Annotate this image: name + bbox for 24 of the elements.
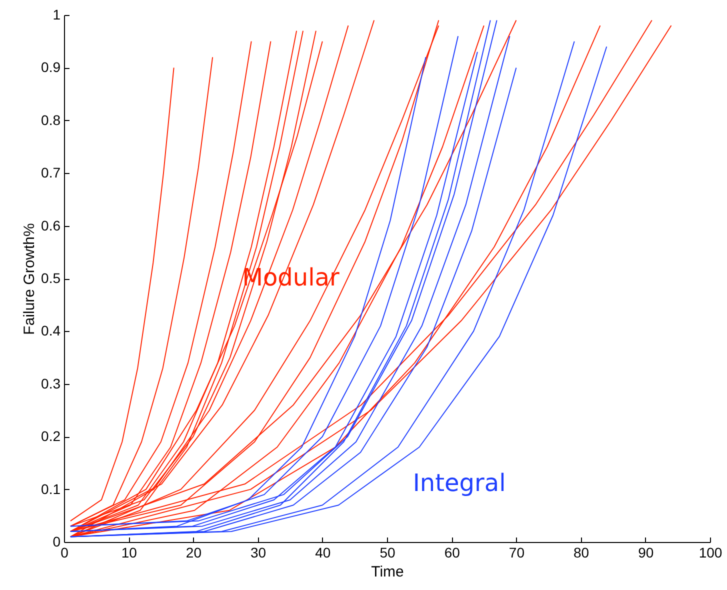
- x-axis-title: Time: [371, 564, 404, 580]
- y-tick-label: 0.7: [41, 164, 61, 181]
- x-tick-label: 30: [250, 544, 266, 560]
- y-axis-title: Failure Growth%: [21, 223, 38, 335]
- y-tick-label: 0.6: [41, 217, 61, 234]
- y-tick-label: 1: [52, 6, 61, 22]
- x-tick-label: 20: [186, 544, 202, 560]
- y-tick-label: 0.8: [41, 112, 61, 128]
- y-tick-label: 0.1: [41, 480, 61, 497]
- x-tick-label: 90: [638, 544, 654, 560]
- x-tick-label: 80: [574, 544, 590, 560]
- x-tick-label: 100: [698, 544, 722, 560]
- x-tick-label: 60: [444, 544, 460, 560]
- y-tick-label: 0.5: [41, 270, 61, 286]
- x-tick-label: 40: [315, 544, 331, 560]
- y-tick-label: 0.3: [41, 375, 61, 392]
- y-tick-label: 0.2: [41, 428, 61, 444]
- x-tick-label: 10: [121, 544, 138, 560]
- annotation: Integral: [412, 469, 506, 498]
- y-tick-label: 0: [52, 534, 61, 550]
- x-tick-label: 70: [508, 544, 525, 560]
- y-tick-label: 0.9: [41, 59, 61, 76]
- y-tick-label: 0.4: [41, 322, 61, 339]
- x-tick-label: 50: [380, 544, 396, 560]
